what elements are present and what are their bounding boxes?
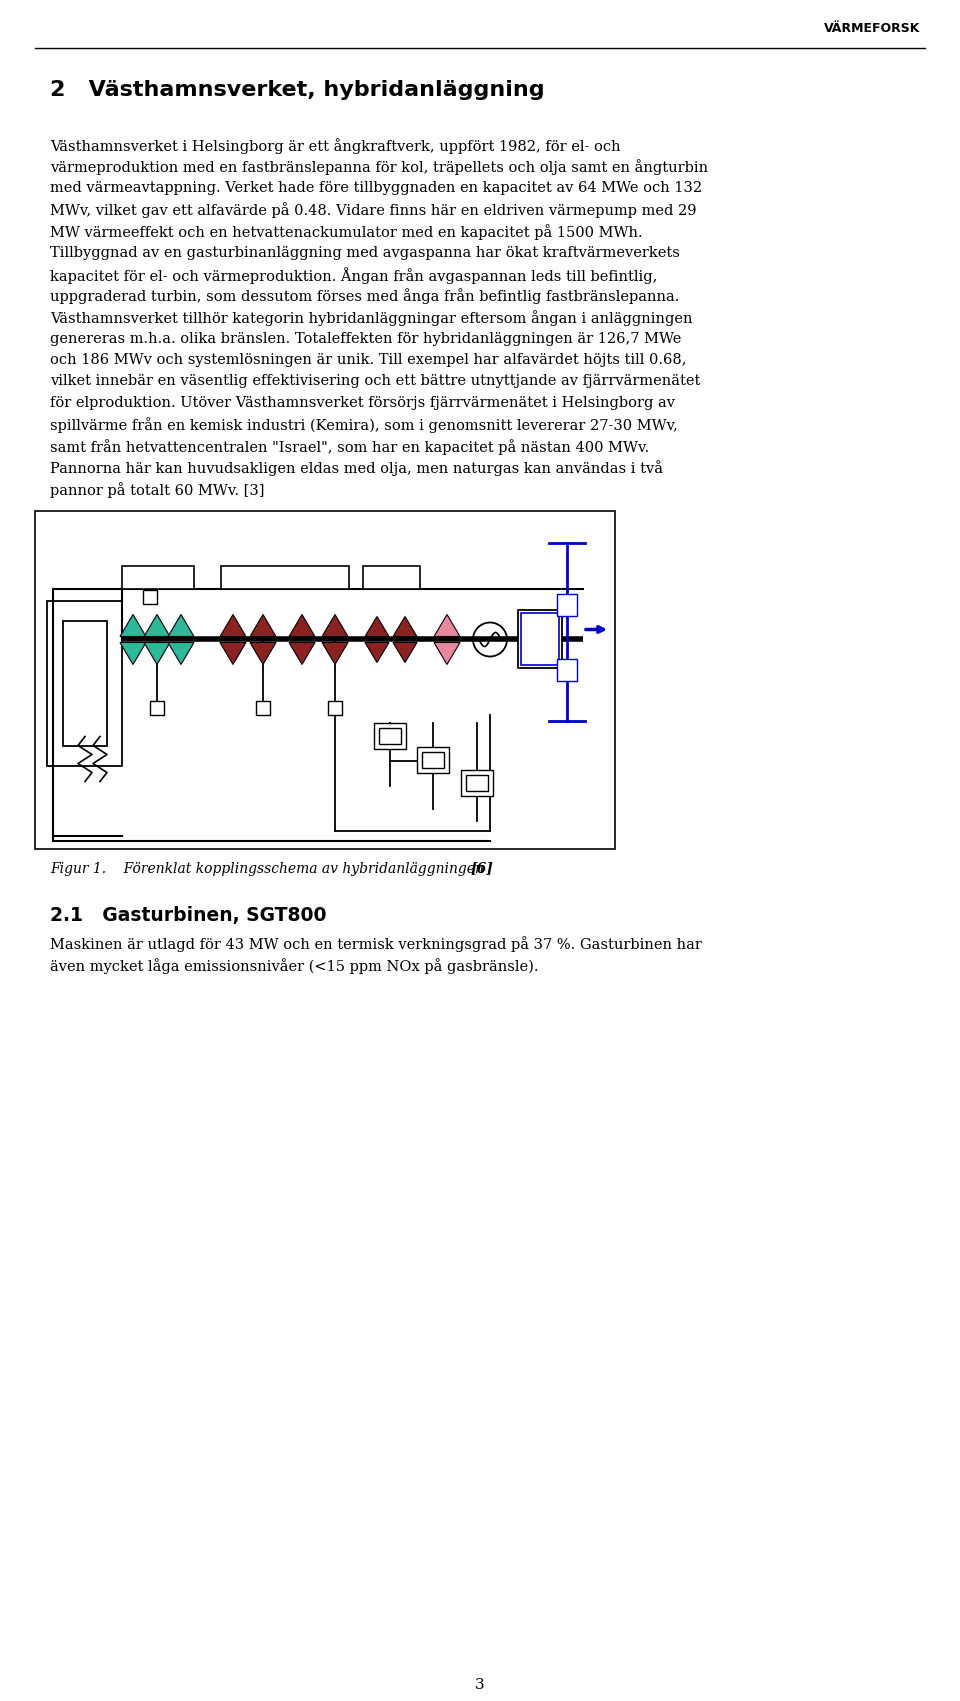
Polygon shape	[168, 643, 194, 665]
Text: pannor på totalt 60 MWv. [3]: pannor på totalt 60 MWv. [3]	[50, 481, 265, 498]
Polygon shape	[434, 614, 460, 636]
Bar	[150, 701, 164, 716]
Text: 3: 3	[475, 1677, 485, 1692]
Text: Pannorna här kan huvudsakligen eldas med olja, men naturgas kan användas i två: Pannorna här kan huvudsakligen eldas med…	[50, 461, 663, 476]
Text: MW värmeeffekt och en hetvattenackumulator med en kapacitet på 1500 MWh.: MW värmeeffekt och en hetvattenackumulat…	[50, 225, 642, 240]
Text: 2   Västhamnsverket, hybridanläggning: 2 Västhamnsverket, hybridanläggning	[50, 80, 544, 100]
Polygon shape	[393, 643, 417, 662]
Bar	[63, 621, 107, 747]
Bar	[221, 566, 349, 590]
Text: med värmeavtappning. Verket hade före tillbyggnaden en kapacitet av 64 MWe och 1: med värmeavtappning. Verket hade före ti…	[50, 180, 702, 196]
Polygon shape	[434, 643, 460, 665]
Bar	[256, 701, 270, 716]
Bar	[143, 590, 157, 604]
Bar	[35, 512, 615, 849]
Bar	[328, 701, 342, 716]
Polygon shape	[365, 616, 389, 636]
Text: [6]: [6]	[470, 861, 492, 876]
Polygon shape	[365, 643, 389, 662]
Text: VÄRMEFORSK: VÄRMEFORSK	[824, 22, 920, 36]
Polygon shape	[168, 614, 194, 636]
Text: Figur 1.    Förenklat kopplingsschema av hybridanläggningen: Figur 1. Förenklat kopplingsschema av hy…	[50, 861, 489, 876]
Polygon shape	[120, 614, 146, 636]
Bar	[374, 723, 406, 750]
Polygon shape	[250, 643, 276, 665]
Text: Tillbyggnad av en gasturbinanläggning med avgaspanna har ökat kraftvärmeverkets: Tillbyggnad av en gasturbinanläggning me…	[50, 245, 680, 260]
Text: Västhamnsverket tillhör kategorin hybridanläggningar eftersom ångan i anläggning: Västhamnsverket tillhör kategorin hybrid…	[50, 310, 692, 327]
Text: uppgraderad turbin, som dessutom förses med ånga från befintlig fastbränslepanna: uppgraderad turbin, som dessutom förses …	[50, 289, 680, 304]
Text: Maskinen är utlagd för 43 MW och en termisk verkningsgrad på 37 %. Gasturbinen h: Maskinen är utlagd för 43 MW och en term…	[50, 937, 702, 953]
Bar	[47, 602, 122, 767]
Bar	[363, 566, 420, 590]
Polygon shape	[393, 616, 417, 636]
Bar	[461, 771, 493, 796]
Polygon shape	[144, 614, 170, 636]
Polygon shape	[322, 643, 348, 665]
Polygon shape	[220, 643, 246, 665]
Bar	[521, 614, 559, 665]
Text: kapacitet för el- och värmeproduktion. Ångan från avgaspannan leds till befintli: kapacitet för el- och värmeproduktion. Å…	[50, 267, 658, 284]
Text: MWv, vilket gav ett alfavärde på 0.48. Vidare finns här en eldriven värmepump me: MWv, vilket gav ett alfavärde på 0.48. V…	[50, 202, 697, 218]
Polygon shape	[289, 643, 315, 665]
Polygon shape	[220, 614, 246, 636]
Text: även mycket låga emissionsnivåer (<15 ppm NOx på gasbränsle).: även mycket låga emissionsnivåer (<15 pp…	[50, 958, 539, 975]
Text: och 186 MWv och systemlösningen är unik. Till exempel har alfavärdet höjts till : och 186 MWv och systemlösningen är unik.…	[50, 354, 686, 367]
Text: Västhamnsverket i Helsingborg är ett ångkraftverk, uppfört 1982, för el- och: Västhamnsverket i Helsingborg är ett ång…	[50, 138, 620, 153]
Bar	[122, 566, 194, 590]
Text: värmeproduktion med en fastbränslepanna för kol, träpellets och olja samt en ång: värmeproduktion med en fastbränslepanna …	[50, 160, 708, 175]
Text: 2.1   Gasturbinen, SGT800: 2.1 Gasturbinen, SGT800	[50, 907, 326, 925]
Bar	[417, 747, 449, 774]
Bar	[518, 611, 562, 668]
Bar	[557, 595, 577, 616]
Polygon shape	[120, 643, 146, 665]
Bar	[422, 752, 444, 769]
Text: samt från hetvattencentralen "Israel", som har en kapacitet på nästan 400 MWv.: samt från hetvattencentralen "Israel", s…	[50, 439, 649, 454]
Text: vilket innebär en väsentlig effektivisering och ett bättre utnyttjande av fjärrv: vilket innebär en väsentlig effektiviser…	[50, 374, 701, 388]
Bar	[557, 660, 577, 682]
Bar	[466, 776, 488, 791]
Text: genereras m.h.a. olika bränslen. Totaleffekten för hybridanläggningen är 126,7 M: genereras m.h.a. olika bränslen. Totalef…	[50, 332, 682, 345]
Text: spillvärme från en kemisk industri (Kemira), som i genomsnitt levererar 27-30 MW: spillvärme från en kemisk industri (Kemi…	[50, 417, 678, 434]
Polygon shape	[322, 614, 348, 636]
Bar	[379, 728, 401, 745]
Polygon shape	[289, 614, 315, 636]
Text: för elproduktion. Utöver Västhamnsverket försörjs fjärrvärmenätet i Helsingborg : för elproduktion. Utöver Västhamnsverket…	[50, 396, 675, 410]
Polygon shape	[250, 614, 276, 636]
Polygon shape	[144, 643, 170, 665]
